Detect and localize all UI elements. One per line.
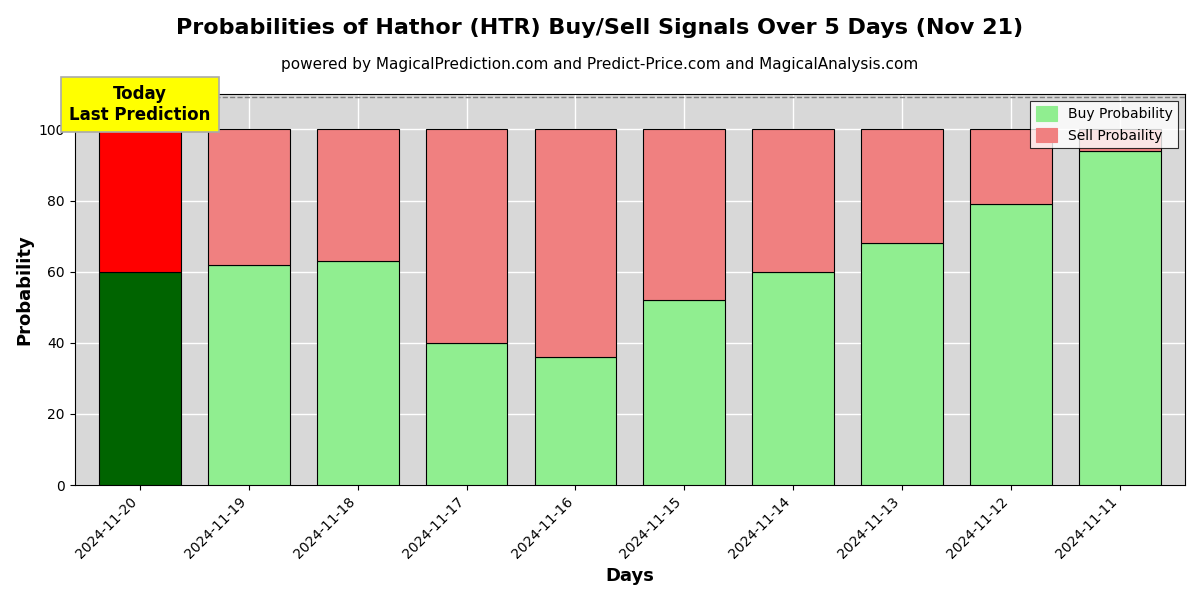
Bar [317,261,398,485]
Bar [208,265,289,485]
X-axis label: Days: Days [605,567,654,585]
Bar [426,130,508,343]
Y-axis label: Probability: Probability [16,234,34,345]
Bar [1079,151,1160,485]
Bar [534,357,617,485]
Bar [426,343,508,485]
Bar [862,243,943,485]
Text: Probabilities of Hathor (HTR) Buy/Sell Signals Over 5 Days (Nov 21): Probabilities of Hathor (HTR) Buy/Sell S… [176,18,1024,38]
Bar [208,130,289,265]
Legend: Buy Probability, Sell Probaility: Buy Probability, Sell Probaility [1030,101,1178,148]
Bar [970,204,1051,485]
Bar [752,130,834,272]
Bar [643,300,725,485]
Bar [862,130,943,243]
Bar [100,272,181,485]
Bar [317,130,398,261]
Text: Today
Last Prediction: Today Last Prediction [70,85,211,124]
Bar [1079,130,1160,151]
Bar [100,130,181,272]
Bar [970,130,1051,204]
Bar [643,130,725,300]
Text: powered by MagicalPrediction.com and Predict-Price.com and MagicalAnalysis.com: powered by MagicalPrediction.com and Pre… [281,57,919,72]
Bar [752,272,834,485]
Bar [534,130,617,357]
